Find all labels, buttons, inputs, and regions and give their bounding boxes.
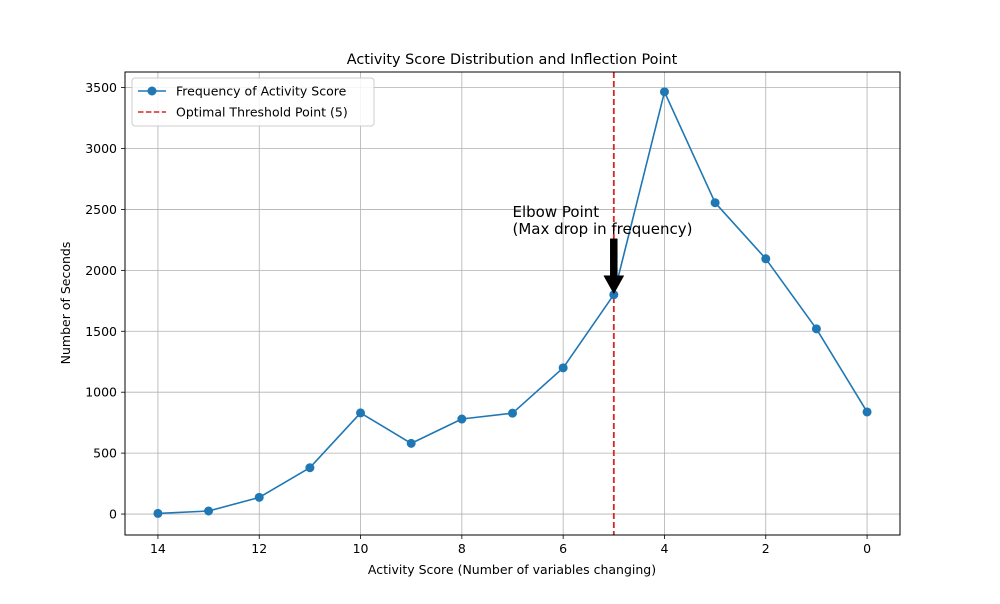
grid [125, 72, 900, 535]
data-point [153, 508, 163, 518]
x-tick-label: 0 [863, 541, 871, 556]
y-tick-label: 0 [109, 507, 117, 522]
series-layer [153, 87, 872, 518]
data-point [457, 414, 467, 424]
y-tick-label: 3500 [85, 80, 117, 95]
x-tick-label: 2 [762, 541, 770, 556]
annotation-layer: Elbow Point(Max drop in frequency) [513, 203, 693, 295]
y-tick-label: 2500 [85, 202, 117, 217]
data-point [609, 290, 619, 300]
data-point [862, 407, 872, 417]
data-point [710, 198, 720, 208]
data-point [356, 408, 366, 418]
x-tick-label: 14 [150, 541, 166, 556]
plot-frame [124, 71, 901, 536]
x-tick-label: 4 [660, 541, 668, 556]
data-point [406, 438, 416, 448]
chart-title: Activity Score Distribution and Inflecti… [347, 52, 678, 68]
annotation-text-line: (Max drop in frequency) [513, 220, 693, 238]
annotation-text-line: Elbow Point [513, 203, 600, 221]
legend-threshold-label: Optimal Threshold Point (5) [176, 105, 348, 120]
y-tick-label: 500 [93, 446, 117, 461]
data-point [659, 87, 669, 97]
x-tick-label: 6 [559, 541, 567, 556]
x-tick-label: 12 [251, 541, 267, 556]
x-tick-label: 8 [458, 541, 466, 556]
y-tick-label: 2000 [85, 263, 117, 278]
data-point [204, 506, 214, 516]
legend-series-marker [147, 86, 157, 96]
y-tick-label: 1500 [85, 324, 117, 339]
axes: 14 12 10 8 6 4 2 0 0 500 1000 1500 2000 2500 3000 3500 [85, 80, 871, 556]
data-point [811, 324, 821, 334]
data-point [761, 254, 771, 264]
x-tick-label: 10 [353, 541, 369, 556]
data-point [254, 492, 264, 502]
data-point [508, 408, 517, 418]
legend-series-label: Frequency of Activity Score [176, 84, 347, 99]
y-tick-label: 3000 [85, 141, 117, 156]
x-axis-label: Activity Score (Number of variables chan… [368, 562, 656, 577]
data-point [558, 363, 568, 373]
annotation-arrow [603, 238, 625, 295]
legend: Frequency of Activity Score Optimal Thre… [131, 77, 375, 127]
legend-box [131, 77, 375, 127]
data-point [305, 463, 315, 473]
y-axis-label: Number of Seconds [58, 242, 73, 365]
y-tick-label: 1000 [85, 385, 117, 400]
